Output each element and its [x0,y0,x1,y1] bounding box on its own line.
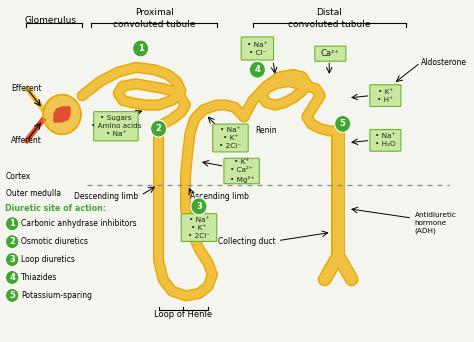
FancyBboxPatch shape [94,111,138,141]
Text: Distal
convoluted tubule: Distal convoluted tubule [288,9,371,28]
Text: Loop of Henle: Loop of Henle [154,310,212,319]
Text: • Na⁺
• H₂O: • Na⁺ • H₂O [375,133,396,147]
Text: • Na⁺
• K⁺
• 2Cl⁻: • Na⁺ • K⁺ • 2Cl⁻ [219,127,241,149]
FancyBboxPatch shape [315,46,346,61]
Text: Glomerulus: Glomerulus [25,15,77,25]
Text: Descending limb: Descending limb [74,193,138,201]
Circle shape [5,235,19,249]
Circle shape [5,288,19,302]
Text: Collecting duct: Collecting duct [218,237,275,246]
Text: • Na⁺
• K⁺
• 2Cl⁻: • Na⁺ • K⁺ • 2Cl⁻ [188,216,210,238]
Text: Osmotic diuretics: Osmotic diuretics [21,237,88,246]
Text: 1: 1 [137,44,144,53]
Text: Outer medulla: Outer medulla [6,189,61,198]
Circle shape [150,120,167,137]
FancyBboxPatch shape [213,124,248,152]
Circle shape [5,217,19,231]
FancyBboxPatch shape [370,85,401,106]
Text: 2: 2 [9,237,15,246]
Text: 3: 3 [196,202,202,211]
Text: Diuretic site of action:: Diuretic site of action: [5,204,106,213]
Text: Antidiuretic
hormone
(ADH): Antidiuretic hormone (ADH) [415,212,456,234]
FancyBboxPatch shape [181,214,217,241]
Text: Cortex: Cortex [6,172,31,181]
Text: • K⁺
• H⁺: • K⁺ • H⁺ [377,89,393,103]
Text: Aldosterone: Aldosterone [421,58,467,67]
Text: 4: 4 [9,273,15,282]
Text: • Na⁺
• Cl⁻: • Na⁺ • Cl⁻ [247,41,267,55]
Text: Efferent: Efferent [11,84,42,93]
Text: Carbonic anhydrase inhibitors: Carbonic anhydrase inhibitors [21,219,137,228]
Text: 2: 2 [155,124,162,133]
Text: 5: 5 [340,119,346,128]
FancyBboxPatch shape [370,130,401,151]
Text: Potassium-sparing: Potassium-sparing [21,291,92,300]
Text: Afferent: Afferent [11,136,42,145]
Circle shape [191,198,207,215]
Text: 3: 3 [9,255,15,264]
Text: Thiazides: Thiazides [21,273,57,282]
Polygon shape [43,95,81,134]
Circle shape [249,61,265,78]
Text: Ascending limb: Ascending limb [190,193,249,201]
Circle shape [133,40,149,57]
FancyBboxPatch shape [241,37,273,60]
Circle shape [5,271,19,285]
Text: 1: 1 [9,219,15,228]
Text: 4: 4 [255,65,260,74]
Text: Ca²⁺: Ca²⁺ [321,49,340,58]
Circle shape [5,252,19,267]
Text: 5: 5 [9,291,15,300]
Text: Loop diuretics: Loop diuretics [21,255,75,264]
Circle shape [335,115,351,132]
Text: Proximal
convoluted tubule: Proximal convoluted tubule [113,9,195,28]
Text: • Sugars
• Amino acids
• Na⁺: • Sugars • Amino acids • Na⁺ [91,115,141,137]
Text: Renin: Renin [255,127,277,135]
Text: • K⁺
• Ca²⁺
• Mg²⁺: • K⁺ • Ca²⁺ • Mg²⁺ [229,159,254,183]
FancyBboxPatch shape [224,158,259,184]
